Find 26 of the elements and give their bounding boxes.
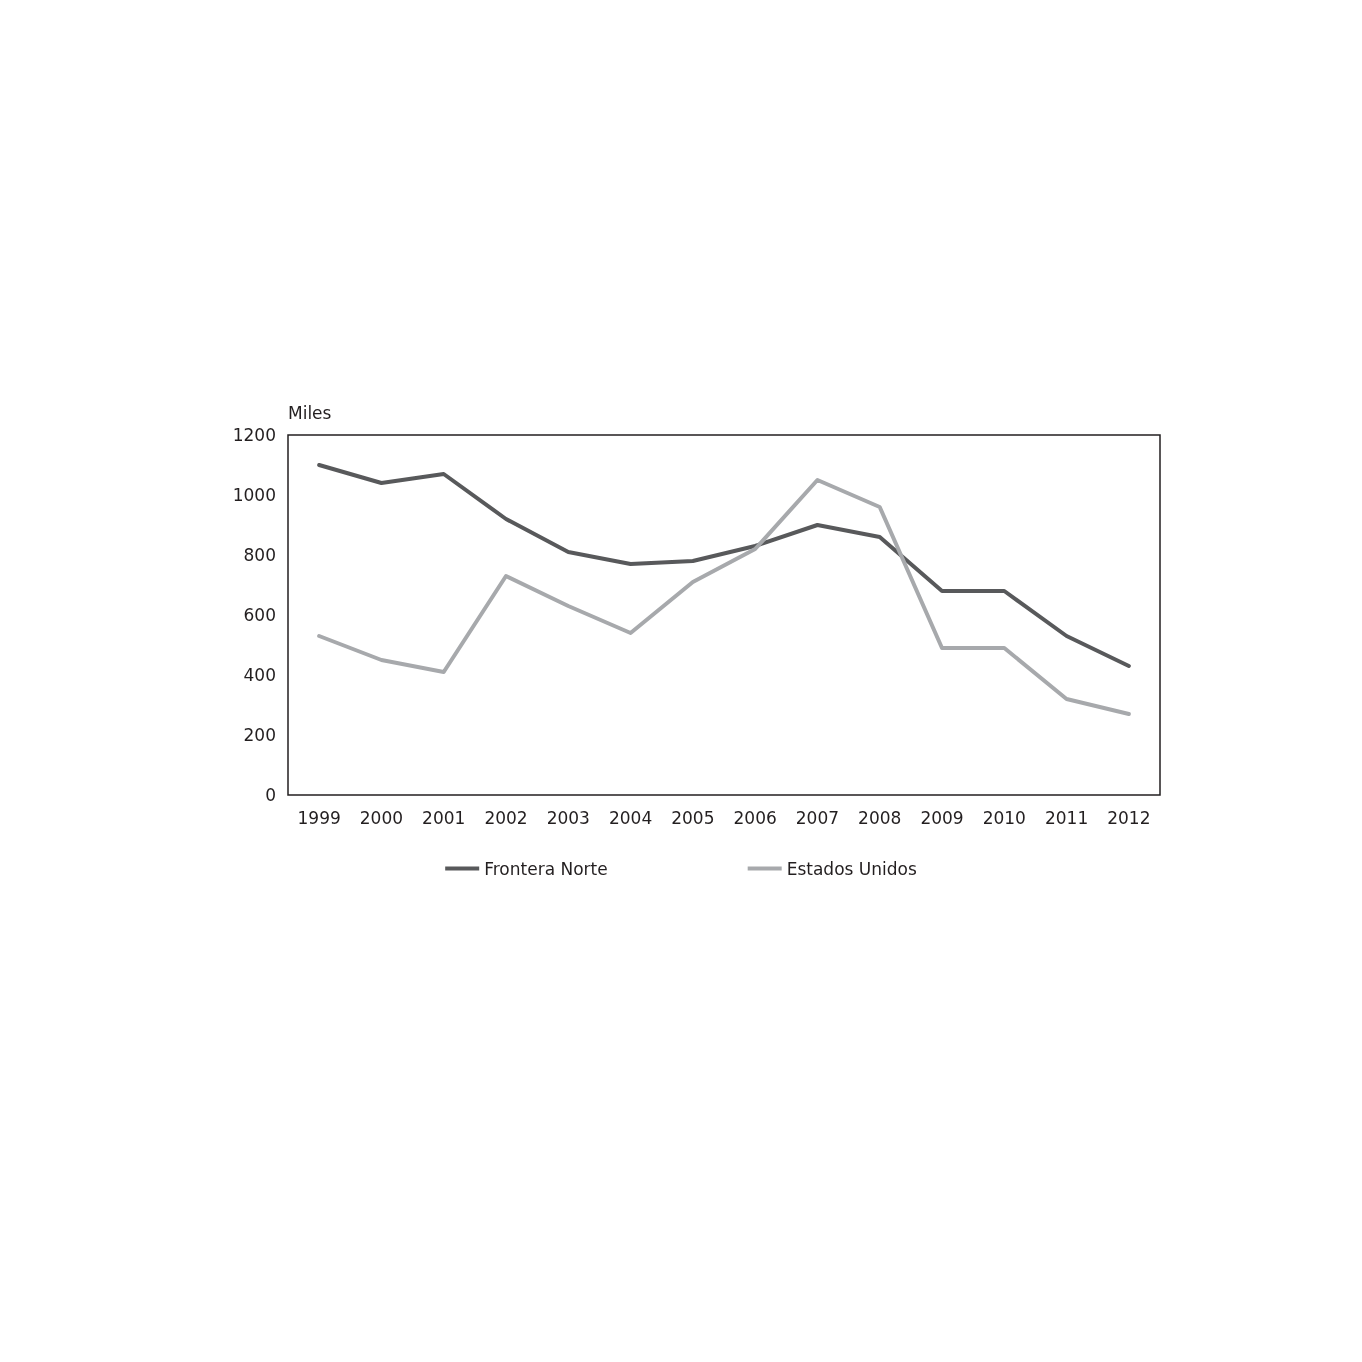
x-tick-label: 2003 — [546, 807, 590, 828]
x-tick-label: 2007 — [795, 807, 840, 828]
line-series — [317, 463, 1131, 668]
x-tick-label: 1999 — [297, 807, 341, 828]
line-series — [317, 478, 1131, 716]
x-tick-label: 2005 — [671, 807, 715, 828]
y-tick-label: 1000 — [232, 485, 276, 505]
legend-label: Frontera Norte — [484, 858, 608, 879]
x-tick-label: 2010 — [982, 807, 1026, 828]
y-tick-label: 200 — [243, 725, 276, 745]
y-tick-label: 1200 — [232, 425, 276, 445]
x-tick-label: 2006 — [733, 807, 777, 828]
y-tick-label: 800 — [243, 545, 276, 565]
x-tick-label: 2009 — [920, 807, 964, 828]
x-tick-label: 2001 — [422, 807, 466, 828]
y-tick-label: 600 — [243, 605, 276, 625]
legend-label: Estados Unidos — [786, 858, 917, 879]
x-tick-label: 2011 — [1044, 807, 1089, 828]
x-tick-label: 2012 — [1107, 807, 1151, 828]
x-tick-label: 2008 — [858, 807, 902, 828]
y-tick-label: 0 — [265, 785, 276, 805]
x-tick-label: 2002 — [484, 807, 528, 828]
x-tick-label: 2000 — [359, 807, 404, 828]
y-axis-title: Miles — [288, 402, 332, 423]
y-tick-label: 400 — [243, 665, 276, 685]
x-tick-label: 2004 — [608, 807, 653, 828]
